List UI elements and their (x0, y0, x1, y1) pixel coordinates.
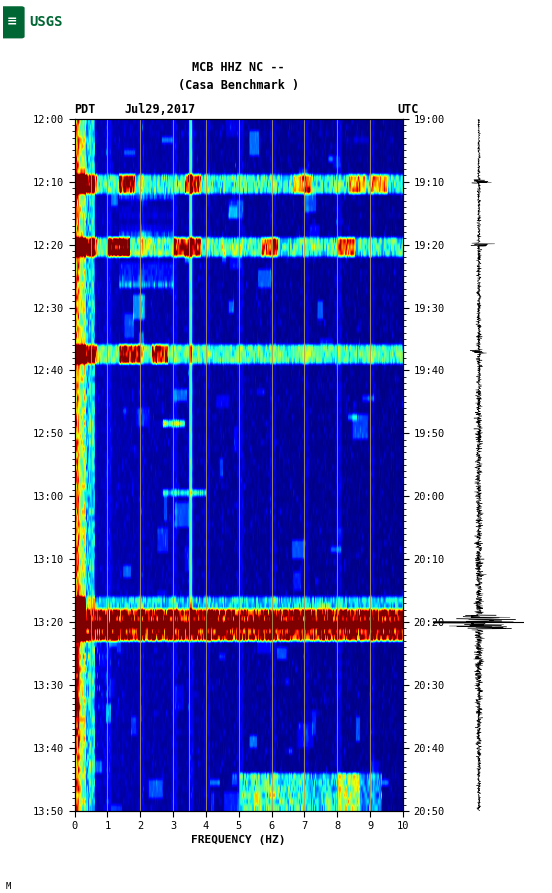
X-axis label: FREQUENCY (HZ): FREQUENCY (HZ) (192, 836, 286, 846)
Text: PDT: PDT (75, 103, 96, 116)
Text: USGS: USGS (29, 15, 62, 29)
Text: UTC: UTC (397, 103, 419, 116)
FancyBboxPatch shape (0, 6, 25, 38)
Text: Jul29,2017: Jul29,2017 (124, 103, 195, 116)
Text: M: M (6, 881, 11, 890)
Text: ≡: ≡ (7, 16, 17, 29)
Text: MCB HHZ NC --: MCB HHZ NC -- (193, 61, 285, 74)
Text: (Casa Benchmark ): (Casa Benchmark ) (178, 79, 299, 92)
